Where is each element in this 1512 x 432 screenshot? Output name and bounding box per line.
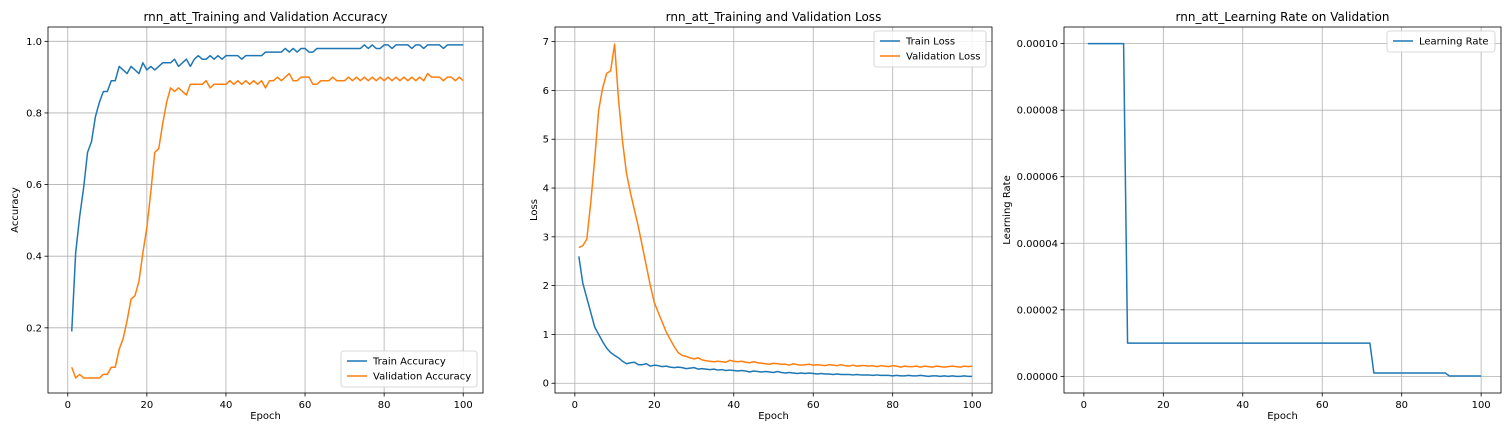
series-line-2 [578,43,973,368]
y-tick-label: 0.4 [26,252,42,263]
x-tick-label: 100 [454,400,473,411]
legend-box [340,350,478,388]
series-line-1 [578,256,973,378]
chart-3: 0 20 40 60 80 100 0.00000 0.00002 0.00004 0.00006… [1002,10,1502,422]
legend: Train Accuracy Validation Accuracy [340,350,478,388]
x-axis-label: Epoch [1267,411,1298,422]
legend-entry: Train Loss [905,37,955,48]
y-tick-label: 1.0 [26,37,42,48]
y-tick-label: 4 [543,184,549,195]
x-tick-label: 40 [727,400,740,411]
x-tick-label: 0 [1081,400,1087,411]
legend-box [873,30,987,68]
x-tick-label: 80 [1395,400,1408,411]
x-tick-label: 80 [886,400,899,411]
x-tick-label: 100 [1472,400,1491,411]
y-tick-label: 0.00010 [1017,39,1058,50]
y-tick-label: 0.00008 [1017,106,1058,117]
y-tick-label: 0.6 [26,180,42,191]
y-tick-label: 0.00004 [1017,239,1058,250]
x-tick-label: 20 [648,400,661,411]
y-axis-label: Learning Rate [1002,175,1013,245]
y-tick-label: 5 [543,135,549,146]
x-tick-label: 40 [1236,400,1249,411]
x-tick-label: 20 [140,400,153,411]
y-tick-label: 0.00000 [1017,372,1058,383]
y-axis-label: Loss [529,199,540,221]
x-tick-label: 40 [220,400,233,411]
x-axis-label: Epoch [250,411,281,422]
x-tick-label: 20 [1157,400,1170,411]
series-line-2 [71,72,464,379]
x-tick-label: 60 [299,400,312,411]
x-tick-label: 0 [65,400,71,411]
chart-title: rnn_att_Training and Validation Loss [666,10,882,24]
y-axis-label: Accuracy [10,187,21,233]
chart-2: 0 20 40 60 80 100 0 1 2 3 4 5 6 7 rnn_att_Training and… [529,10,993,422]
x-axis-label: Epoch [758,411,789,422]
axes-frame [47,26,484,394]
series-line-1 [1087,42,1482,377]
y-tick-label: 0.00002 [1017,305,1058,316]
legend: Learning Rate [1386,30,1496,53]
y-tick-label: 2 [543,281,549,292]
y-tick-label: 3 [543,232,549,243]
x-tick-label: 100 [963,400,982,411]
legend-entry: Learning Rate [1419,37,1489,48]
legend: Train Loss Validation Loss [873,30,987,68]
chart-title: rnn_att_Learning Rate on Validation [1176,10,1390,24]
y-tick-label: 0.2 [26,323,42,334]
y-tick-label: 1 [543,330,549,341]
legend-entry: Validation Loss [906,52,981,63]
series-line-1 [70,44,464,332]
legend-entry: Validation Accuracy [373,372,471,383]
legend-entry: Train Accuracy [372,357,446,368]
y-tick-label: 0.00006 [1017,172,1058,183]
y-tick-label: 6 [543,86,549,97]
chart-1: 0 20 40 60 80 100 0.2 0.4 0.6 0.8 1.0 rnn_att_Train… [10,10,484,422]
x-tick-label: 80 [378,400,391,411]
axes-frame [554,26,993,394]
y-tick-label: 0.8 [26,108,42,119]
x-tick-label: 60 [807,400,820,411]
x-tick-label: 0 [572,400,578,411]
legend-box [1386,30,1496,53]
y-tick-label: 7 [543,37,549,48]
chart-title: rnn_att_Training and Validation Accuracy [143,10,387,24]
axes-frame [1063,26,1502,394]
x-tick-label: 60 [1316,400,1329,411]
y-tick-label: 0 [543,379,549,390]
